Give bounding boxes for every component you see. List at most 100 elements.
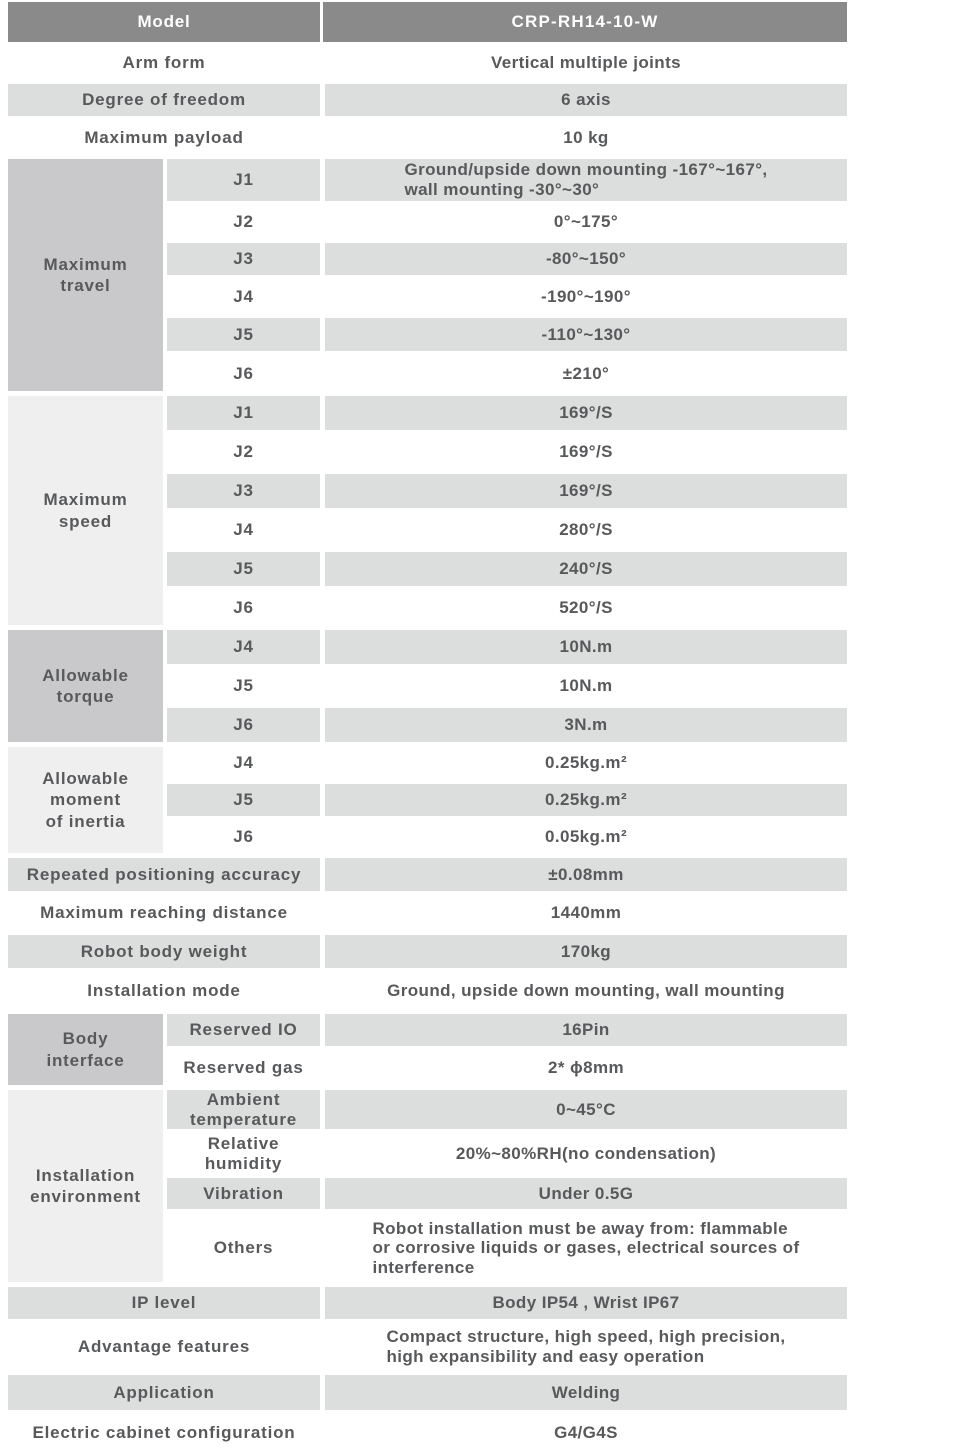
row-value: 1440mm — [550, 903, 622, 922]
section-rows: J4 0.25kg.m² J5 0.25kg.m² J6 0.05kg.m² — [167, 747, 849, 853]
joint-label: J4 — [233, 637, 254, 657]
table-row-inertia-j5: J5 0.25kg.m² — [167, 784, 849, 816]
model-value: CRP-RH14-10-W — [511, 12, 659, 31]
row-value: 0~45°C — [556, 1099, 616, 1119]
joint-label-cell: J4 — [167, 513, 320, 547]
row-value-cell: 10N.m — [325, 630, 847, 664]
section-maximum-speed: Maximum speed J1 169°/S J2 169°/S J3 169… — [8, 396, 849, 625]
row-label-cell: Installation mode — [8, 973, 320, 1009]
table-row-maximum-payload: Maximum payload 10 kg — [8, 121, 849, 154]
table-row-reserved-io: Reserved IO 16Pin — [167, 1014, 849, 1046]
table-row-travel-j6: J6 ±210° — [167, 356, 849, 391]
joint-label: J1 — [233, 403, 254, 423]
table-row-inertia-j4: J4 0.25kg.m² — [167, 747, 849, 779]
row-label-cell: Application — [8, 1375, 320, 1411]
table-row-reserved-gas: Reserved gas 2* ϕ8mm — [167, 1051, 849, 1085]
row-value-cell: 0.25kg.m² — [325, 747, 847, 779]
joint-label-cell: J6 — [167, 356, 320, 391]
table-row-electric-cabinet: Electric cabinet configuration G4/G4S — [8, 1415, 849, 1448]
row-label-cell: Arm form — [8, 47, 320, 79]
table-row-reaching-distance: Maximum reaching distance 1440mm — [8, 896, 849, 930]
group-label: Allowable moment of inertia — [42, 769, 129, 831]
row-value-cell: 6 axis — [325, 84, 847, 116]
joint-label: J5 — [233, 676, 254, 696]
table-row-inertia-j6: J6 0.05kg.m² — [167, 821, 849, 853]
row-value-cell: Ground, upside down mounting, wall mount… — [325, 973, 847, 1009]
row-value-cell: -80°~150° — [325, 243, 847, 275]
row-value: 10N.m — [559, 637, 613, 657]
row-value: ±0.08mm — [548, 864, 624, 884]
row-label: Arm form — [122, 53, 206, 72]
table-row-body-weight: Robot body weight 170kg — [8, 935, 849, 968]
section-rows: J1 Ground/upside down mounting -167°~167… — [167, 159, 849, 391]
row-label-cell: IP level — [8, 1287, 320, 1320]
joint-label: J5 — [233, 324, 254, 344]
joint-label: J6 — [233, 363, 254, 383]
row-value-cell: 20%~80%RH(no condensation) — [325, 1134, 847, 1173]
row-value-cell: 2* ϕ8mm — [325, 1051, 847, 1085]
section-allowable-torque: Allowable torque J4 10N.m J5 10N.m J6 3N… — [8, 630, 849, 742]
group-label: Maximum speed — [43, 490, 128, 531]
table-row-travel-j4: J4 -190°~190° — [167, 280, 849, 313]
group-label: Installation environment — [30, 1165, 141, 1207]
row-label: Electric cabinet configuration — [32, 1423, 296, 1443]
row-value: Welding — [551, 1382, 621, 1402]
section-rows: J4 10N.m J5 10N.m J6 3N.m — [167, 630, 849, 742]
row-value: 280°/S — [559, 520, 613, 540]
sub-label: Others — [213, 1238, 274, 1258]
table-row-torque-j6: J6 3N.m — [167, 708, 849, 742]
row-label-cell: Robot body weight — [8, 935, 320, 968]
section-rows: J1 169°/S J2 169°/S J3 169°/S J4 280°/S … — [167, 396, 849, 625]
row-value: 0.05kg.m² — [544, 827, 628, 847]
row-label-cell: Repeated positioning accuracy — [8, 858, 320, 891]
joint-label-cell: J3 — [167, 474, 320, 508]
table-row-ambient-temperature: Ambient temperature 0~45°C — [167, 1090, 849, 1130]
row-value: 3N.m — [564, 715, 608, 735]
table-row-travel-j3: J3 -80°~150° — [167, 243, 849, 275]
joint-label: J2 — [233, 442, 254, 462]
table-row-torque-j5: J5 10N.m — [167, 669, 849, 703]
row-value-cell: Welding — [325, 1375, 847, 1411]
row-value-cell: G4/G4S — [325, 1415, 847, 1448]
row-label-cell: Maximum reaching distance — [8, 896, 320, 930]
row-label-cell: Advantage features — [8, 1324, 320, 1370]
table-row-speed-j3: J3 169°/S — [167, 474, 849, 508]
sub-label: Reserved IO — [189, 1020, 298, 1040]
table-row-application: Application Welding — [8, 1375, 849, 1411]
joint-label-cell: J4 — [167, 747, 320, 779]
joint-label-cell: J3 — [167, 243, 320, 275]
row-value: 0.25kg.m² — [544, 753, 628, 773]
table-row-speed-j1: J1 169°/S — [167, 396, 849, 430]
sub-label: Relative humidity — [204, 1134, 283, 1173]
group-label-cell: Installation environment — [8, 1090, 163, 1283]
joint-label: J6 — [233, 598, 254, 618]
sub-label-cell: Relative humidity — [167, 1134, 320, 1173]
row-value-cell: 520°/S — [325, 591, 847, 625]
row-label-cell: Maximum payload — [8, 121, 320, 154]
joint-label: J6 — [233, 827, 254, 847]
table-row-degree-of-freedom: Degree of freedom 6 axis — [8, 84, 849, 116]
sub-label-cell: Vibration — [167, 1178, 320, 1210]
row-value: Compact structure, high speed, high prec… — [386, 1327, 786, 1367]
row-value: -80°~150° — [545, 249, 627, 269]
joint-label: J4 — [233, 286, 254, 306]
model-header-cell: Model — [8, 2, 320, 42]
sub-label-cell: Others — [167, 1214, 320, 1282]
row-label: Advantage features — [77, 1337, 251, 1357]
row-value-cell: 280°/S — [325, 513, 847, 547]
group-label-cell: Body interface — [8, 1014, 163, 1085]
row-value: Ground, upside down mounting, wall mount… — [387, 981, 785, 1000]
row-value-cell: Body IP54 , Wrist IP67 — [325, 1287, 847, 1320]
row-label: Maximum reaching distance — [40, 903, 288, 922]
joint-label-cell: J6 — [167, 708, 320, 742]
joint-label-cell: J2 — [167, 435, 320, 469]
table-row-speed-j5: J5 240°/S — [167, 552, 849, 586]
row-value: 0°~175° — [553, 212, 619, 232]
row-value-cell: 169°/S — [325, 396, 847, 430]
joint-label: J6 — [233, 715, 254, 735]
row-value-cell: 0~45°C — [325, 1090, 847, 1130]
group-label-cell: Maximum travel — [8, 159, 163, 391]
row-value: Under 0.5G — [538, 1183, 634, 1203]
spec-table: Model CRP-RH14-10-W Arm form Vertical mu… — [8, 2, 849, 1448]
